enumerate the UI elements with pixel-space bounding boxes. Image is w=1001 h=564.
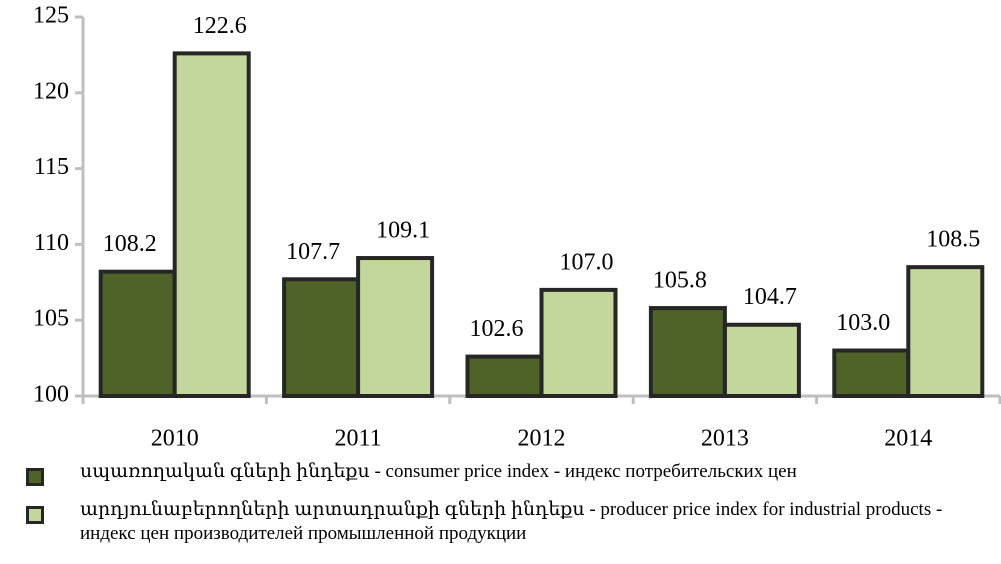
legend-label: արդյունաբերողների արտադրանքի գների ինդեք… <box>80 499 943 544</box>
y-tick-label: 110 <box>34 230 69 256</box>
bar <box>906 265 985 399</box>
y-tick-label: 115 <box>34 154 69 180</box>
legend-label: սպառողական գների ինդեքս - consumer price… <box>80 461 797 482</box>
value-label: 105.8 <box>653 268 707 294</box>
value-label: 122.6 <box>193 13 247 39</box>
bar <box>648 306 727 398</box>
y-tick-label: 100 <box>33 382 69 408</box>
bar <box>172 51 251 398</box>
x-tick-label: 2010 <box>151 426 199 452</box>
value-label: 103.0 <box>836 310 890 336</box>
legend: սպառողական գների ինդեքս - consumer price… <box>22 460 992 558</box>
legend-item: սպառողական գների ինդեքս - consumer price… <box>22 460 992 486</box>
legend-item: արդյունաբերողների արտադրանքի գների ինդեք… <box>22 498 992 546</box>
legend-swatch <box>26 468 44 486</box>
bar <box>539 287 618 399</box>
value-label: 108.5 <box>926 227 980 253</box>
bar <box>832 348 911 398</box>
value-label: 104.7 <box>743 284 797 310</box>
x-tick-label: 2011 <box>335 426 382 452</box>
bar <box>98 269 177 398</box>
x-tick-label: 2014 <box>884 426 932 452</box>
value-label: 102.6 <box>470 316 524 342</box>
x-tick-label: 2012 <box>518 426 566 452</box>
value-label: 108.2 <box>103 231 157 257</box>
bar <box>282 277 361 399</box>
chart: 100 105 110 115 120 125 2010 108.2 122.6 2011 107.… <box>33 3 1001 452</box>
bar <box>465 354 544 399</box>
bar <box>722 322 801 398</box>
y-tick-label: 125 <box>33 3 69 29</box>
bar <box>356 256 435 398</box>
value-label: 109.1 <box>376 218 430 244</box>
y-tick-label: 105 <box>33 306 69 332</box>
y-tick-label: 120 <box>33 78 69 104</box>
value-label: 107.7 <box>286 239 340 265</box>
x-tick-label: 2013 <box>701 426 749 452</box>
value-label: 107.0 <box>560 249 614 275</box>
legend-swatch <box>26 506 44 524</box>
